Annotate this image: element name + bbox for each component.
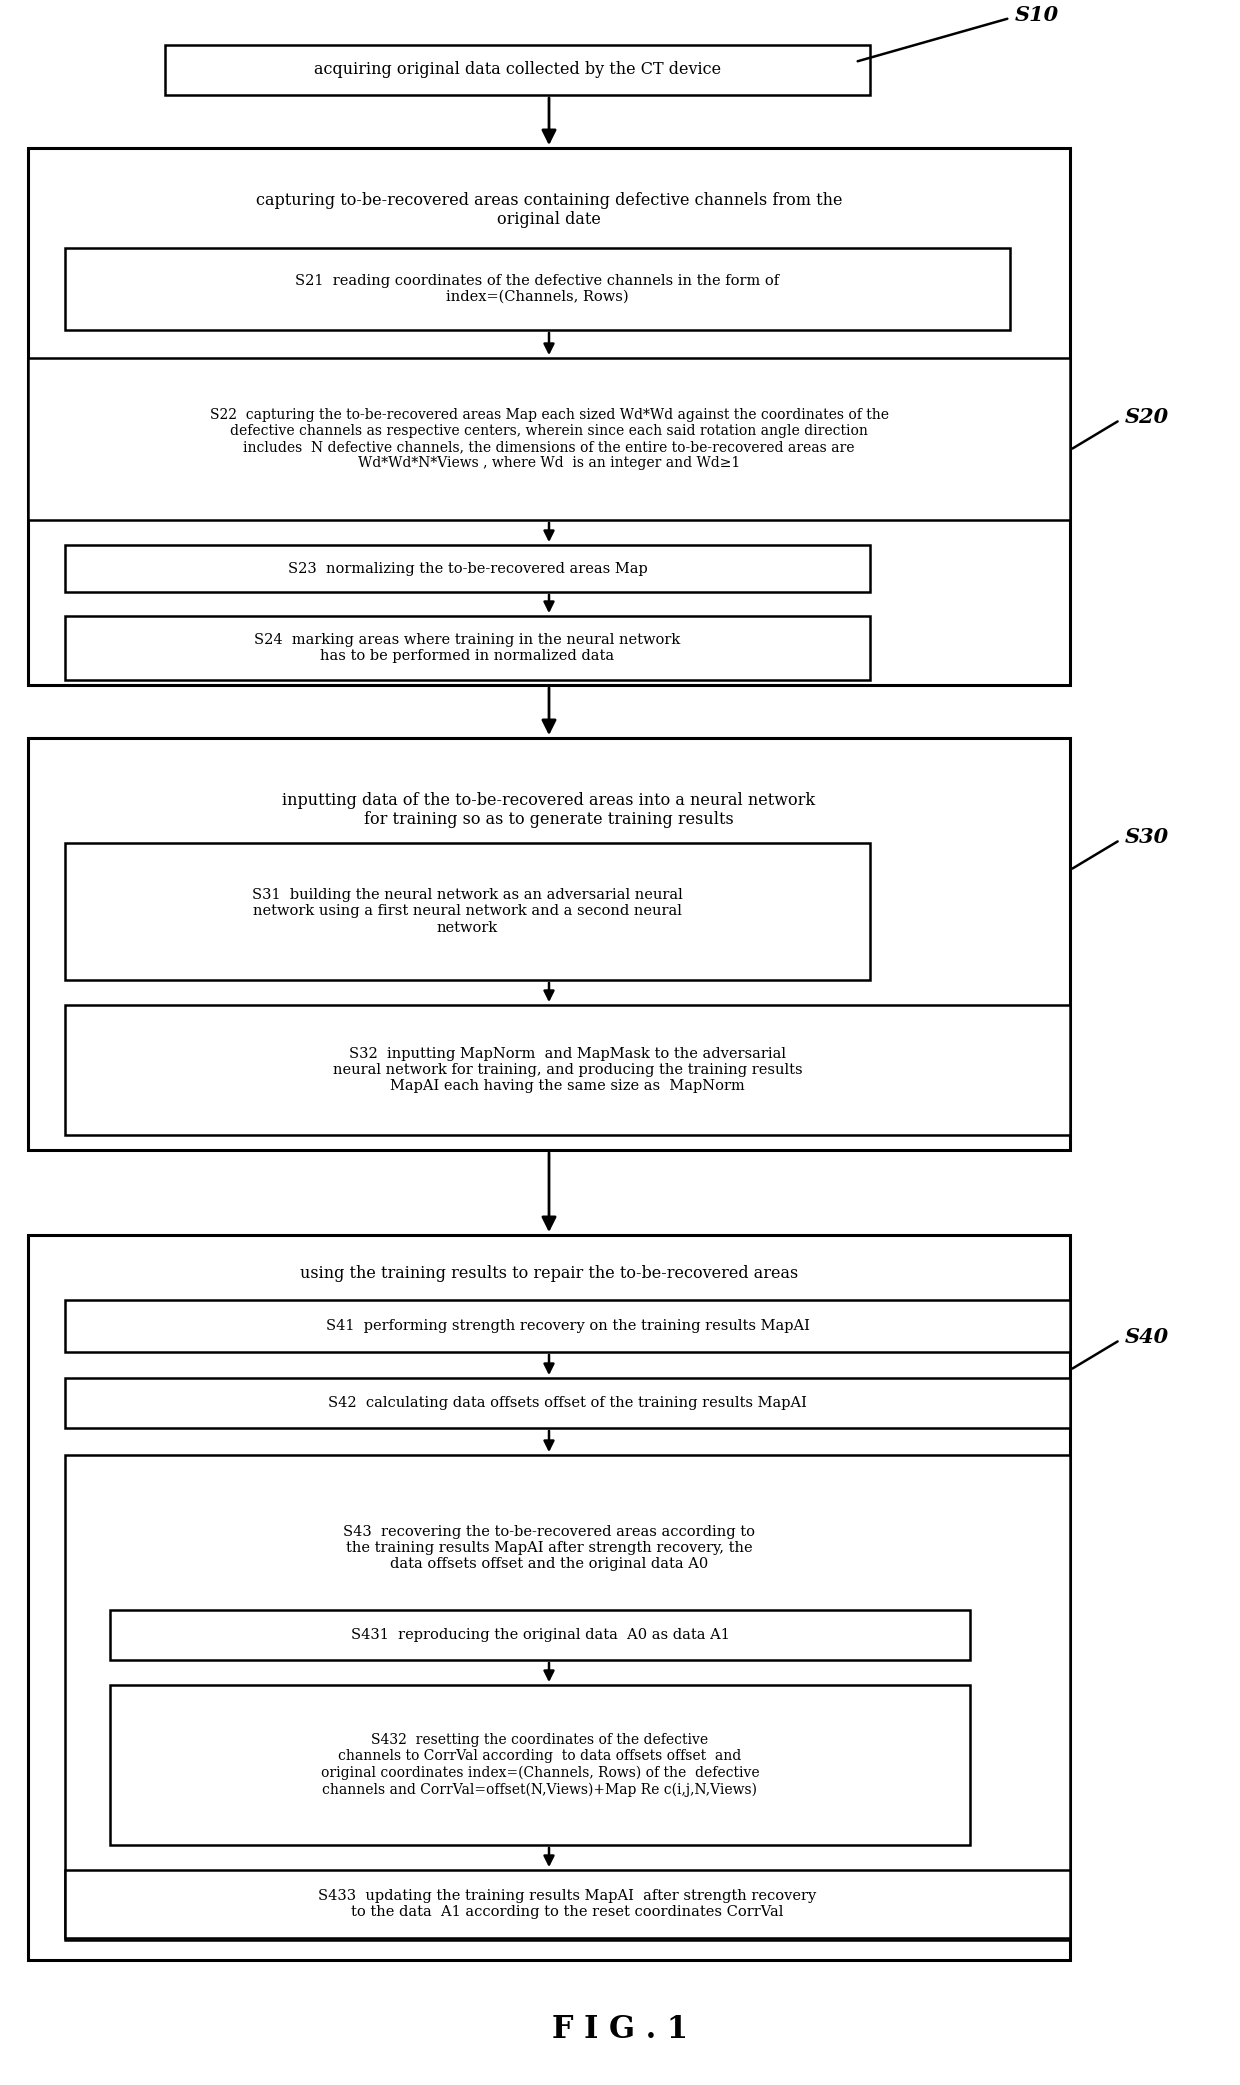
Text: S32  inputting MapNorm  and MapMask to the adversarial
neural network for traini: S32 inputting MapNorm and MapMask to the…: [332, 1047, 802, 1093]
Text: S21  reading coordinates of the defective channels in the form of
index=(Channel: S21 reading coordinates of the defective…: [295, 273, 780, 304]
Text: using the training results to repair the to-be-recovered areas: using the training results to repair the…: [300, 1264, 799, 1282]
FancyBboxPatch shape: [29, 148, 1070, 686]
Text: S42  calculating data offsets offset of the training results MapAI: S42 calculating data offsets offset of t…: [329, 1397, 807, 1409]
FancyBboxPatch shape: [64, 544, 870, 592]
FancyBboxPatch shape: [64, 1870, 1070, 1937]
Text: S31  building the neural network as an adversarial neural
network using a first : S31 building the neural network as an ad…: [252, 888, 683, 934]
Text: S431  reproducing the original data  A0 as data A1: S431 reproducing the original data A0 as…: [351, 1628, 729, 1643]
Text: S433  updating the training results MapAI  after strength recovery
to the data  : S433 updating the training results MapAI…: [319, 1889, 817, 1918]
Text: S23  normalizing the to-be-recovered areas Map: S23 normalizing the to-be-recovered area…: [288, 561, 647, 575]
FancyBboxPatch shape: [64, 615, 870, 680]
Text: inputting data of the to-be-recovered areas into a neural network
for training s: inputting data of the to-be-recovered ar…: [283, 792, 816, 828]
FancyBboxPatch shape: [64, 842, 870, 980]
Text: S20: S20: [1125, 407, 1169, 427]
Text: S22  capturing the to-be-recovered areas Map each sized Wd*Wd against the coordi: S22 capturing the to-be-recovered areas …: [210, 409, 889, 471]
Text: S24  marking areas where training in the neural network
has to be performed in n: S24 marking areas where training in the …: [254, 634, 681, 663]
FancyBboxPatch shape: [64, 248, 1011, 329]
Text: acquiring original data collected by the CT device: acquiring original data collected by the…: [314, 60, 722, 79]
Text: S10: S10: [1016, 4, 1059, 25]
FancyBboxPatch shape: [64, 1378, 1070, 1428]
FancyBboxPatch shape: [29, 1234, 1070, 1960]
FancyBboxPatch shape: [165, 46, 870, 96]
Text: S432  resetting the coordinates of the defective
channels to CorrVal according  : S432 resetting the coordinates of the de…: [321, 1733, 759, 1797]
Text: S41  performing strength recovery on the training results MapAI: S41 performing strength recovery on the …: [326, 1320, 810, 1332]
FancyBboxPatch shape: [64, 1455, 1070, 1939]
Text: S40: S40: [1125, 1326, 1169, 1347]
FancyBboxPatch shape: [29, 738, 1070, 1151]
FancyBboxPatch shape: [110, 1610, 970, 1660]
FancyBboxPatch shape: [110, 1685, 970, 1845]
Text: S30: S30: [1125, 828, 1169, 847]
Text: capturing to-be-recovered areas containing defective channels from the
original : capturing to-be-recovered areas containi…: [255, 192, 842, 227]
Text: S43  recovering the to-be-recovered areas according to
the training results MapA: S43 recovering the to-be-recovered areas…: [343, 1524, 755, 1572]
FancyBboxPatch shape: [64, 1301, 1070, 1351]
FancyBboxPatch shape: [29, 359, 1070, 519]
Text: F I G . 1: F I G . 1: [552, 2014, 688, 2045]
FancyBboxPatch shape: [64, 1005, 1070, 1134]
